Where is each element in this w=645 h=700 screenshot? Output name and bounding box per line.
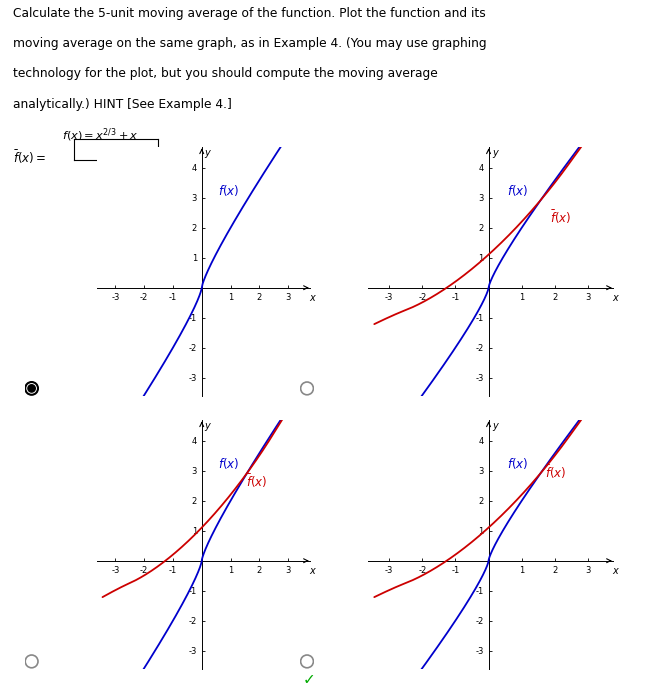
Text: y: y — [204, 421, 210, 431]
Text: $f(x) = x^{2/3} + x$: $f(x) = x^{2/3} + x$ — [63, 127, 139, 144]
Text: $f(x)$: $f(x)$ — [507, 456, 528, 471]
Text: x: x — [309, 293, 315, 303]
Text: $f(x)$: $f(x)$ — [507, 183, 528, 198]
Text: Calculate the 5-unit moving average of the function. Plot the function and its: Calculate the 5-unit moving average of t… — [13, 7, 486, 20]
Text: y: y — [204, 148, 210, 158]
Circle shape — [28, 385, 35, 392]
Text: ✓: ✓ — [303, 672, 315, 687]
Text: y: y — [492, 148, 497, 158]
Text: x: x — [612, 293, 618, 303]
Text: $\bar{f}(x) =$: $\bar{f}(x) =$ — [13, 148, 46, 165]
Text: $f(x)$: $f(x)$ — [217, 456, 239, 471]
Text: $\bar{f}(x)$: $\bar{f}(x)$ — [246, 473, 268, 491]
Text: technology for the plot, but you should compute the moving average: technology for the plot, but you should … — [13, 67, 438, 80]
Text: x: x — [309, 566, 315, 576]
Text: y: y — [492, 421, 497, 431]
Text: analytically.) HINT [See Example 4.]: analytically.) HINT [See Example 4.] — [13, 98, 232, 111]
Text: x: x — [612, 566, 618, 576]
Text: $\bar{f}(x)$: $\bar{f}(x)$ — [550, 209, 571, 226]
Text: $f(x)$: $f(x)$ — [217, 183, 239, 198]
Text: moving average on the same graph, as in Example 4. (You may use graphing: moving average on the same graph, as in … — [13, 37, 486, 50]
Text: $\bar{f}(x)$: $\bar{f}(x)$ — [545, 464, 566, 482]
